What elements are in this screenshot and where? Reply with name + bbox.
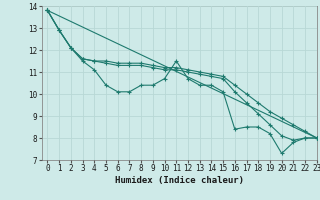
X-axis label: Humidex (Indice chaleur): Humidex (Indice chaleur) [115, 176, 244, 185]
